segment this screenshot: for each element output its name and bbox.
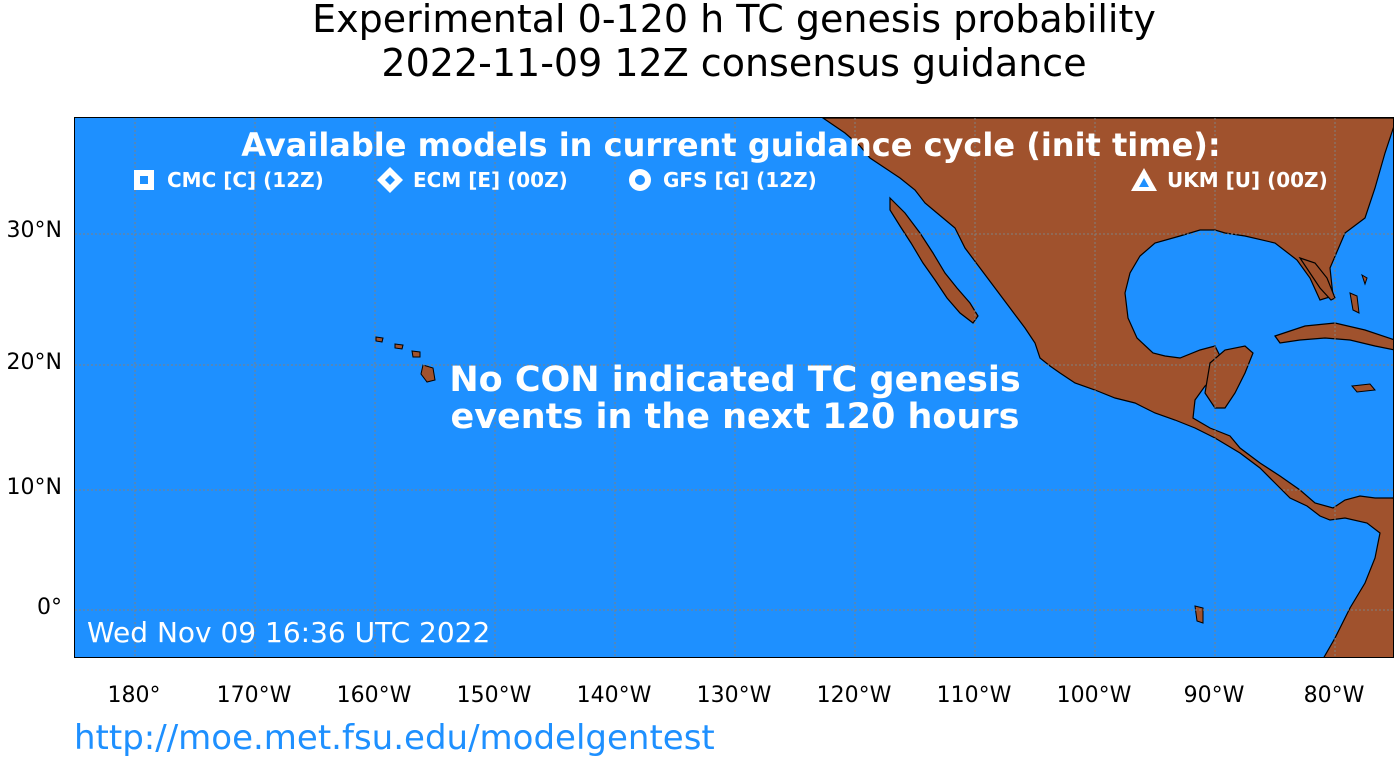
legend-title: Available models in current guidance cyc… bbox=[241, 126, 1221, 164]
land-baja-california bbox=[889, 196, 979, 324]
lat-label-20n: 20°N bbox=[6, 350, 62, 375]
land-hawaii-oahu bbox=[394, 343, 404, 350]
valid-timestamp: Wed Nov 09 16:36 UTC 2022 bbox=[87, 616, 491, 649]
legend-label-ukm: UKM [U] (00Z) bbox=[1167, 168, 1328, 192]
land-cuba bbox=[1274, 322, 1393, 351]
diamond-icon bbox=[377, 167, 403, 193]
lon-label-150w: 150°W bbox=[456, 683, 532, 708]
square-icon bbox=[134, 170, 154, 190]
land-hawaii-maui bbox=[411, 350, 421, 358]
lon-label-140w: 140°W bbox=[576, 683, 652, 708]
no-events-line2: events in the next 120 hours bbox=[450, 397, 1020, 437]
land-bahamas bbox=[1349, 292, 1360, 314]
legend-item-ukm: UKM [U] (00Z) bbox=[1129, 165, 1328, 195]
lon-label-130w: 130°W bbox=[696, 683, 772, 708]
lon-label-80w: 80°W bbox=[1303, 683, 1365, 708]
no-events-line1: No CON indicated TC genesis bbox=[449, 360, 1021, 400]
lon-label-110w: 110°W bbox=[936, 683, 1012, 708]
legend-item-cmc: CMC [C] (12Z) bbox=[129, 165, 324, 195]
lon-label-180: 180° bbox=[107, 683, 161, 708]
triangle-icon bbox=[1131, 168, 1157, 191]
land-hawaii-kauai bbox=[375, 336, 384, 343]
land-hawaii-big bbox=[420, 364, 436, 383]
basemap bbox=[75, 118, 1393, 657]
source-url-link[interactable]: http://moe.met.fsu.edu/modelgentest bbox=[74, 718, 715, 758]
lat-label-0: 0° bbox=[37, 595, 62, 620]
map-title-line2: 2022-11-09 12Z consensus guidance bbox=[381, 41, 1087, 85]
no-events-message: No CON indicated TC genesis events in th… bbox=[375, 362, 1095, 436]
legend-item-ecm: ECM [E] (00Z) bbox=[375, 165, 568, 195]
legend-label-ecm: ECM [E] (00Z) bbox=[413, 168, 568, 192]
lon-label-170w: 170°W bbox=[216, 683, 292, 708]
legend-label-cmc: CMC [C] (12Z) bbox=[167, 168, 324, 192]
map-panel: Available models in current guidance cyc… bbox=[74, 117, 1394, 658]
lat-label-10n: 10°N bbox=[6, 475, 62, 500]
land-florida bbox=[1298, 256, 1336, 301]
land-jamaica bbox=[1351, 383, 1376, 393]
land-galapagos bbox=[1194, 605, 1204, 624]
land-bahamas-2 bbox=[1361, 273, 1368, 286]
circle-icon bbox=[629, 169, 651, 191]
lon-label-120w: 120°W bbox=[816, 683, 892, 708]
graticule bbox=[75, 118, 1393, 657]
land-yucatan bbox=[1204, 345, 1254, 409]
land-north-america bbox=[821, 118, 1393, 657]
lon-label-160w: 160°W bbox=[336, 683, 412, 708]
lat-label-30n: 30°N bbox=[6, 218, 62, 243]
lon-label-90w: 90°W bbox=[1183, 683, 1245, 708]
legend-item-gfs: GFS [G] (12Z) bbox=[625, 165, 817, 195]
lon-label-100w: 100°W bbox=[1056, 683, 1132, 708]
legend-label-gfs: GFS [G] (12Z) bbox=[663, 168, 817, 192]
map-title-line1: Experimental 0-120 h TC genesis probabil… bbox=[312, 0, 1156, 41]
